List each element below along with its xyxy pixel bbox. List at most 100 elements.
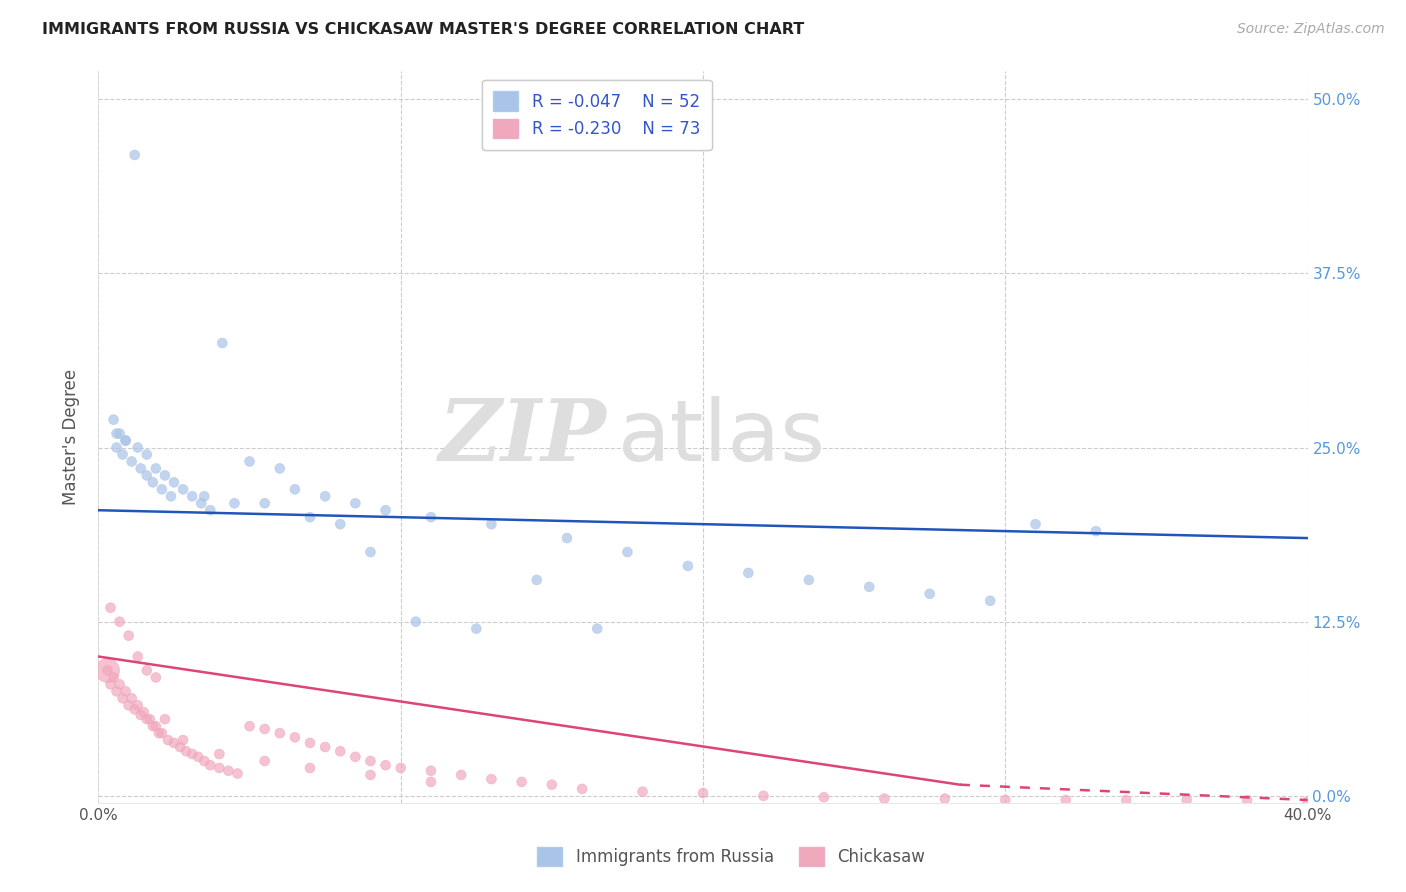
Point bbox=[129, 461, 152, 475]
Point bbox=[217, 764, 239, 778]
Point bbox=[105, 426, 128, 441]
Point bbox=[96, 664, 118, 678]
Point bbox=[269, 461, 291, 475]
Point bbox=[918, 587, 941, 601]
Point bbox=[239, 454, 262, 468]
Y-axis label: Master's Degree: Master's Degree bbox=[62, 369, 80, 505]
Point bbox=[111, 691, 134, 706]
Point bbox=[121, 691, 143, 706]
Text: Source: ZipAtlas.com: Source: ZipAtlas.com bbox=[1237, 22, 1385, 37]
Point bbox=[450, 768, 472, 782]
Point bbox=[100, 677, 122, 691]
Point bbox=[813, 790, 835, 805]
Point bbox=[142, 719, 165, 733]
Point bbox=[481, 517, 503, 532]
Point bbox=[129, 708, 152, 723]
Point bbox=[114, 434, 136, 448]
Point bbox=[145, 719, 167, 733]
Point bbox=[153, 468, 176, 483]
Point bbox=[135, 468, 157, 483]
Point bbox=[163, 736, 186, 750]
Point bbox=[226, 766, 249, 780]
Point bbox=[118, 698, 141, 713]
Point bbox=[540, 778, 562, 792]
Legend: R = -0.047    N = 52, R = -0.230    N = 73: R = -0.047 N = 52, R = -0.230 N = 73 bbox=[482, 79, 711, 150]
Point bbox=[224, 496, 246, 510]
Point bbox=[374, 503, 396, 517]
Text: ZIP: ZIP bbox=[439, 395, 606, 479]
Text: atlas: atlas bbox=[619, 395, 827, 479]
Point bbox=[692, 786, 714, 800]
Point bbox=[190, 496, 212, 510]
Point bbox=[510, 775, 533, 789]
Point bbox=[100, 600, 122, 615]
Point bbox=[873, 791, 896, 805]
Point bbox=[420, 510, 443, 524]
Point bbox=[526, 573, 548, 587]
Point bbox=[145, 670, 167, 684]
Point bbox=[269, 726, 291, 740]
Point bbox=[142, 475, 165, 490]
Point bbox=[360, 754, 382, 768]
Point bbox=[994, 793, 1017, 807]
Point bbox=[1175, 793, 1198, 807]
Point bbox=[181, 747, 204, 761]
Point bbox=[132, 705, 155, 719]
Point bbox=[329, 517, 352, 532]
Point bbox=[163, 475, 186, 490]
Point bbox=[153, 712, 176, 726]
Point bbox=[253, 496, 276, 510]
Point bbox=[405, 615, 427, 629]
Point bbox=[571, 781, 593, 796]
Point bbox=[676, 558, 699, 573]
Point bbox=[105, 684, 128, 698]
Point bbox=[344, 749, 367, 764]
Point bbox=[139, 712, 162, 726]
Point bbox=[1085, 524, 1108, 538]
Text: IMMIGRANTS FROM RUSSIA VS CHICKASAW MASTER'S DEGREE CORRELATION CHART: IMMIGRANTS FROM RUSSIA VS CHICKASAW MAST… bbox=[42, 22, 804, 37]
Point bbox=[193, 754, 215, 768]
Point bbox=[737, 566, 759, 580]
Point bbox=[1054, 793, 1077, 807]
Point bbox=[181, 489, 204, 503]
Point bbox=[360, 768, 382, 782]
Point bbox=[200, 758, 222, 772]
Point bbox=[169, 740, 191, 755]
Point bbox=[239, 719, 262, 733]
Point bbox=[420, 775, 443, 789]
Point bbox=[172, 733, 194, 747]
Point bbox=[616, 545, 638, 559]
Point bbox=[135, 664, 157, 678]
Point bbox=[108, 615, 131, 629]
Point bbox=[934, 791, 956, 805]
Point bbox=[135, 448, 157, 462]
Point bbox=[299, 510, 322, 524]
Point bbox=[344, 496, 367, 510]
Point bbox=[111, 448, 134, 462]
Point bbox=[631, 785, 654, 799]
Point bbox=[145, 461, 167, 475]
Point bbox=[150, 726, 173, 740]
Point bbox=[114, 684, 136, 698]
Point bbox=[752, 789, 775, 803]
Point bbox=[124, 702, 146, 716]
Point bbox=[172, 483, 194, 497]
Point bbox=[211, 336, 233, 351]
Point bbox=[389, 761, 412, 775]
Point bbox=[105, 441, 128, 455]
Point bbox=[108, 426, 131, 441]
Point bbox=[858, 580, 880, 594]
Point bbox=[253, 754, 276, 768]
Point bbox=[1115, 793, 1137, 807]
Point bbox=[156, 733, 179, 747]
Point bbox=[360, 545, 382, 559]
Point bbox=[124, 148, 146, 162]
Point bbox=[208, 761, 231, 775]
Point bbox=[96, 664, 118, 678]
Point bbox=[127, 649, 149, 664]
Point bbox=[586, 622, 609, 636]
Point bbox=[979, 594, 1001, 608]
Point bbox=[114, 434, 136, 448]
Legend: Immigrants from Russia, Chickasaw: Immigrants from Russia, Chickasaw bbox=[529, 838, 934, 875]
Point bbox=[118, 629, 141, 643]
